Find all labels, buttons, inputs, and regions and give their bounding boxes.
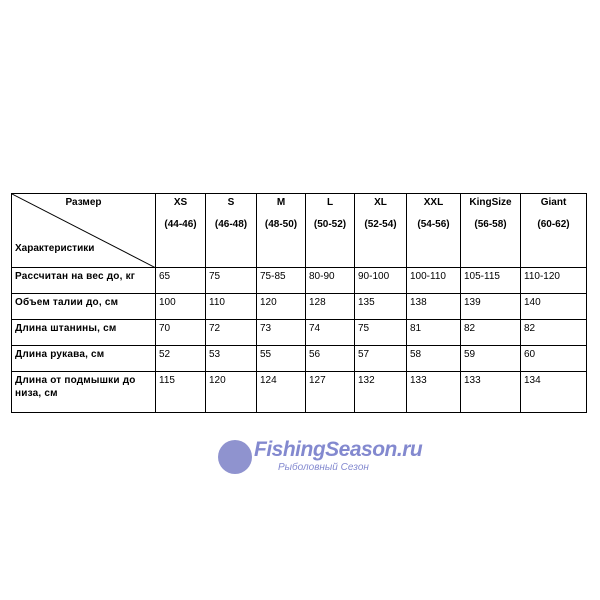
size-header: S (46-48) (205, 193, 257, 268)
table-cell: 100-110 (406, 267, 461, 294)
table-cell: 65 (155, 267, 206, 294)
size-chart-table: Размер Характеристики XS (44-46) S (46-48)… (11, 193, 587, 413)
header-row: Размер Характеристики XS (44-46) S (46-48)… (11, 193, 587, 268)
table-cell: 57 (354, 345, 407, 372)
row-label: Объем талии до, см (11, 293, 156, 320)
table-row: Длина рукава, см 52 53 55 56 57 58 59 60 (11, 345, 587, 372)
watermark-tagline: Рыболовный Сезон (278, 462, 369, 473)
table-cell: 70 (155, 319, 206, 346)
watermark-brand: FishingSeason.ru (254, 438, 423, 461)
table-cell: 124 (256, 371, 306, 413)
table-cell: 80-90 (305, 267, 355, 294)
table-cell: 55 (256, 345, 306, 372)
size-header: XS (44-46) (155, 193, 206, 268)
corner-top-label: Размер (65, 197, 102, 208)
table-cell: 105-115 (460, 267, 521, 294)
table-cell: 82 (520, 319, 587, 346)
table-cell: 81 (406, 319, 461, 346)
table-row: Длина штанины, см 70 72 73 74 75 81 82 82 (11, 319, 587, 346)
corner-cell: Размер Характеристики (11, 193, 156, 268)
table-cell: 75-85 (256, 267, 306, 294)
table-cell: 115 (155, 371, 206, 413)
table-row: Длина от подмышки до низа, см 115 120 124 12… (11, 371, 587, 413)
table-cell: 100 (155, 293, 206, 320)
table-cell: 52 (155, 345, 206, 372)
table-cell: 135 (354, 293, 407, 320)
globe-fish-icon (218, 440, 252, 474)
table-cell: 120 (256, 293, 306, 320)
table-cell: 82 (460, 319, 521, 346)
table-cell: 110 (205, 293, 257, 320)
table-cell: 110-120 (520, 267, 587, 294)
row-label: Длина рукава, см (11, 345, 156, 372)
table-cell: 90-100 (354, 267, 407, 294)
table-cell: 133 (460, 371, 521, 413)
size-header: XXL (54-56) (406, 193, 461, 268)
table-cell: 132 (354, 371, 407, 413)
size-header: L (50-52) (305, 193, 355, 268)
table-cell: 120 (205, 371, 257, 413)
table-row: Рассчитан на вес до, кг 65 75 75-85 80-90 90… (11, 267, 587, 294)
table-cell: 127 (305, 371, 355, 413)
table-cell: 75 (205, 267, 257, 294)
table-cell: 53 (205, 345, 257, 372)
size-header: XL (52-54) (354, 193, 407, 268)
size-header: KingSize (56-58) (460, 193, 521, 268)
table-cell: 59 (460, 345, 521, 372)
table-cell: 74 (305, 319, 355, 346)
table-cell: 134 (520, 371, 587, 413)
table-row: Объем талии до, см 100 110 120 128 135 138 139 1… (11, 293, 587, 320)
size-header: M (48-50) (256, 193, 306, 268)
table-cell: 140 (520, 293, 587, 320)
row-label: Длина от подмышки до низа, см (11, 371, 156, 413)
size-header: Giant (60-62) (520, 193, 587, 268)
table-cell: 138 (406, 293, 461, 320)
table-cell: 72 (205, 319, 257, 346)
watermark-logo: FishingSeason.ru Рыболовный Сезон (218, 438, 423, 480)
table-cell: 58 (406, 345, 461, 372)
table-cell: 128 (305, 293, 355, 320)
table-cell: 56 (305, 345, 355, 372)
table-cell: 133 (406, 371, 461, 413)
diagonal-line (12, 194, 156, 268)
row-label: Рассчитан на вес до, кг (11, 267, 156, 294)
table-cell: 73 (256, 319, 306, 346)
corner-bottom-label: Характеристики (15, 243, 95, 254)
table-cell: 75 (354, 319, 407, 346)
table-cell: 139 (460, 293, 521, 320)
table-cell: 60 (520, 345, 587, 372)
row-label: Длина штанины, см (11, 319, 156, 346)
